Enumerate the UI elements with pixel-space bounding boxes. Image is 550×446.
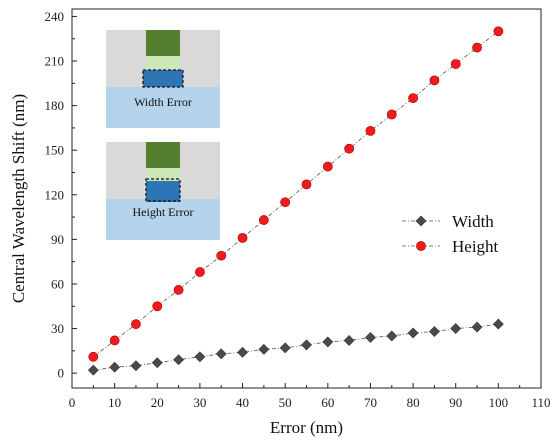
width-point [237,346,248,358]
height-point [386,109,397,120]
x-tick-label: 30 [193,395,206,410]
inset-height-error: Height Error [106,142,220,240]
height-point [322,161,333,172]
x-tick-label: 110 [531,395,550,410]
height-point [301,179,312,190]
height-point [216,250,227,261]
y-tick-label: 90 [51,232,64,247]
height-point [152,301,163,312]
legend-marker [416,241,426,251]
x-tick-label: 100 [489,395,509,410]
height-point [88,351,99,362]
width-point [173,354,185,366]
inset-label: Height Error [133,205,194,219]
height-point [493,26,504,37]
width-point [130,360,142,372]
height-point [472,42,482,53]
y-tick-label: 150 [45,143,65,158]
y-tick-label: 0 [58,366,65,381]
y-tick-label: 120 [45,187,65,202]
inset-top-layer [146,30,180,56]
height-point [344,143,355,154]
legend: Width Height [402,212,499,256]
width-point [215,348,227,360]
width-point [471,321,483,333]
legend-label: Width [452,212,494,231]
width-point [343,335,355,346]
width-point [322,336,334,348]
legend-label: Height [452,237,499,256]
width-point [492,318,504,330]
inset-label: Width Error [134,95,192,109]
y-tick-label: 30 [51,321,64,336]
series-layer [87,26,504,376]
inset-error-outline [145,178,181,202]
x-tick-label: 80 [407,395,420,410]
inset-middle-layer [146,168,180,181]
series-height [88,26,504,362]
series-width [87,318,504,376]
height-point [280,197,291,208]
inset-substrate [106,87,220,128]
width-point [151,357,163,369]
width-point [428,326,440,337]
height-point [195,267,205,277]
width-point [109,361,121,373]
width-point [450,323,462,334]
height-point [429,75,440,86]
width-point [194,351,206,363]
legend-item-width: Width [402,212,494,231]
height-point [258,215,269,225]
x-tick-label: 40 [236,395,249,410]
inset-error-outline [142,69,184,88]
legend-item-height: Height [402,237,499,256]
inset-width-error: Width Error [106,30,220,128]
height-point [173,285,184,295]
inset-core [143,70,183,87]
width-point [87,364,99,376]
x-tick-label: 20 [151,395,164,410]
x-tick-label: 10 [108,395,121,410]
y-tick-label: 240 [45,9,65,24]
height-point [450,59,461,69]
height-point [237,232,248,243]
x-tick-label: 70 [364,395,377,410]
y-tick-label: 210 [45,54,65,69]
x-axis-title: Error (nm) [270,418,343,437]
inset-core [146,181,180,202]
x-tick-label: 50 [279,395,292,410]
y-tick-label: 180 [45,98,65,113]
height-point [131,319,141,329]
height-point [109,335,120,346]
x-tick-label: 0 [69,395,76,410]
x-tick-label: 60 [321,395,334,410]
axes: 0 10 20 30 40 50 60 70 80 90 100 110 0 30 60 90 120 150 18… [45,8,550,410]
width-point [279,342,291,354]
y-axis-title: Central Wavelength Shift (nm) [9,94,28,303]
width-point [386,330,398,342]
width-point [365,332,376,343]
width-point [407,327,419,339]
legend-marker [415,215,427,227]
inset-substrate [106,199,220,240]
height-point [408,93,418,104]
y-tick-label: 60 [51,276,64,291]
height-point [365,125,376,136]
width-point [301,339,312,351]
inset-top-layer [146,142,180,168]
x-tick-label: 90 [449,395,462,410]
width-point [258,343,270,355]
inset-diagrams: Width Error Height Error [106,30,220,240]
inset-middle-layer [146,56,180,69]
